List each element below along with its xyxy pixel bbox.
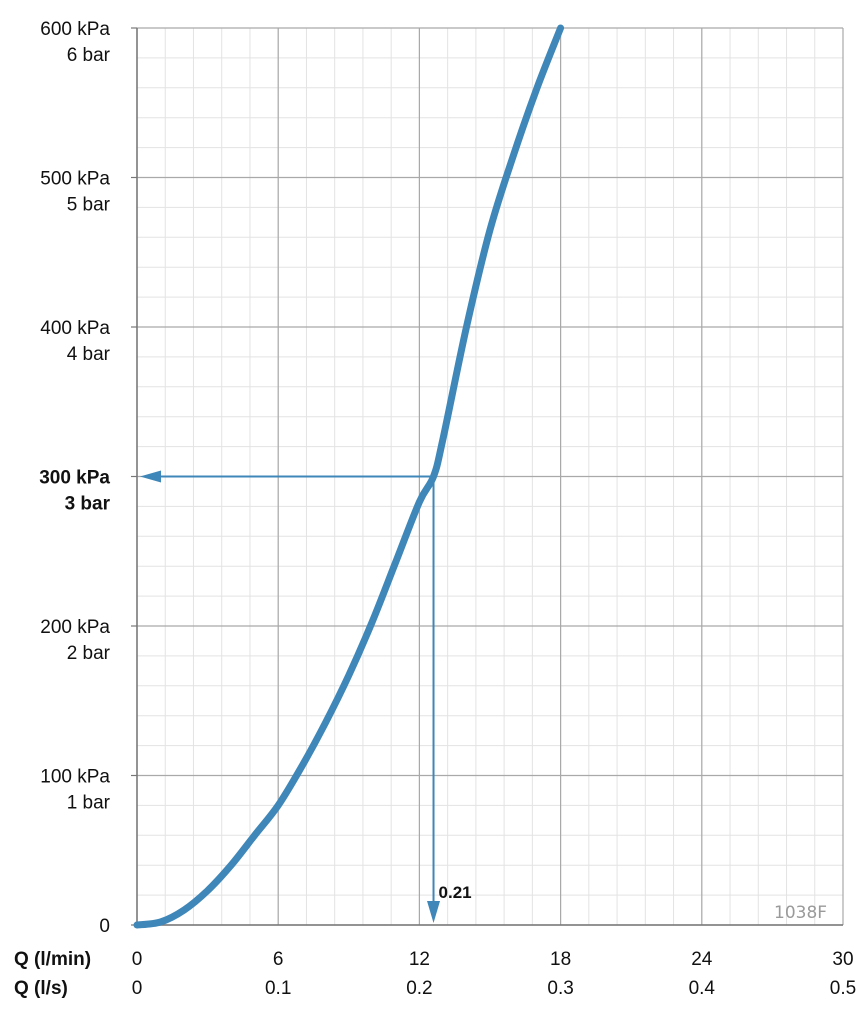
x-tick-label-ls: 0.3 (547, 978, 573, 999)
x-axis-label-ls: Q (l/s) (14, 978, 68, 999)
annotation-arrowhead-left (140, 470, 161, 483)
y-tick-label-kpa: 0 (99, 916, 110, 937)
x-tick-label-lmin: 30 (832, 949, 853, 970)
y-tick-label-kpa: 300 kPa (39, 468, 110, 489)
x-tick-label-ls: 0 (132, 978, 143, 999)
x-tick-labels: 0 0 6 0.1 12 0.2 18 0.3 24 0.4 30 0.5 (132, 949, 857, 999)
x-tick-label-ls: 0.1 (265, 978, 291, 999)
y-tick-label-kpa: 500 kPa (40, 169, 110, 190)
y-tick-label-kpa: 400 kPa (40, 318, 110, 339)
series-line (133, 24, 565, 929)
y-tick-labels: 0 100 kPa 1 bar 200 kPa 2 bar 300 kPa 3 bar 400… (39, 19, 110, 937)
y-tick-label-bar: 1 bar (67, 793, 111, 814)
y-tick-label-kpa: 200 kPa (40, 617, 110, 638)
y-tick-label-bar: 5 bar (67, 195, 111, 216)
x-axis-label-lmin: Q (l/min) (14, 949, 91, 970)
x-tick-label-lmin: 12 (409, 949, 430, 970)
y-tick-label-kpa: 600 kPa (40, 19, 110, 40)
annotation-label: 0.21 (439, 883, 472, 902)
x-tick-label-ls: 0.5 (830, 978, 856, 999)
x-tick-label-lmin: 0 (132, 949, 143, 970)
annotation-arrows (140, 470, 441, 923)
annotation-arrowhead-down (427, 901, 441, 923)
x-tick-label-lmin: 18 (550, 949, 571, 970)
x-tick-label-lmin: 24 (691, 949, 713, 970)
y-tick-label-bar: 6 bar (67, 45, 111, 66)
x-tick-label-ls: 0.2 (406, 978, 432, 999)
y-tick-label-bar: 2 bar (67, 643, 111, 664)
y-tick-label-bar: 4 bar (67, 344, 111, 365)
x-tick-label-ls: 0.4 (689, 978, 716, 999)
y-tick-label-kpa: 100 kPa (40, 767, 110, 788)
y-tick-label-bar: 3 bar (65, 494, 111, 515)
watermark-code: 1038F (774, 903, 827, 923)
x-tick-label-lmin: 6 (273, 949, 284, 970)
